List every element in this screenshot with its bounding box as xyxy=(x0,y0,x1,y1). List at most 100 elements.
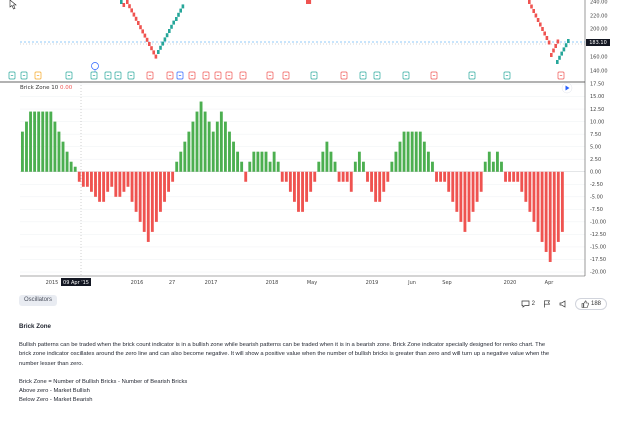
y-tick-label: 5.00 xyxy=(590,144,601,150)
oscillator-bar xyxy=(244,171,248,182)
comments-button[interactable]: 2 xyxy=(521,300,535,308)
event-marker[interactable] xyxy=(373,71,381,80)
oscillator-bar xyxy=(500,161,503,172)
description-line: brick zone indicator oscillates around t… xyxy=(19,351,550,358)
renko-brick xyxy=(172,20,175,25)
oscillator-bar xyxy=(211,131,215,172)
event-marker[interactable] xyxy=(503,71,511,80)
oscillator-bar xyxy=(524,171,528,202)
event-marker[interactable] xyxy=(340,71,348,80)
event-markers[interactable] xyxy=(8,62,565,80)
oscillator-bar xyxy=(447,171,451,192)
event-marker[interactable] xyxy=(20,71,28,80)
oscillator-bar xyxy=(81,171,85,187)
chart-area[interactable]: Brick Zone 10 0.00 240.00220.00200.00180… xyxy=(0,0,625,290)
event-marker[interactable] xyxy=(104,71,112,80)
y-tick-label: 7.50 xyxy=(590,132,601,138)
event-marker[interactable] xyxy=(225,71,233,80)
oscillator-bar xyxy=(45,111,49,172)
renko-brick xyxy=(308,0,312,4)
event-marker[interactable] xyxy=(202,71,210,80)
x-tick-label: 2019 xyxy=(366,280,379,286)
oscillator-pane: Brick Zone 10 0.00 xyxy=(20,82,585,276)
oscillator-bar xyxy=(471,171,475,212)
event-marker[interactable] xyxy=(430,71,438,80)
oscillator-bar xyxy=(110,171,114,187)
oscillator-bar xyxy=(491,161,495,172)
oscillator-bar xyxy=(280,171,284,182)
oscillator-bar xyxy=(223,121,227,172)
time-axis[interactable]: 2015 09 Apr '15 2016 27 2017 2018 May 2019 Jun Se… xyxy=(46,278,555,286)
event-marker[interactable] xyxy=(282,71,290,80)
oscillator-bar xyxy=(297,171,300,212)
event-marker[interactable] xyxy=(310,71,318,80)
x-tick-label: 27 xyxy=(169,280,175,286)
price-axis[interactable]: 240.00220.00200.00180.00160.00140.00183.… xyxy=(586,0,610,75)
price-pane xyxy=(8,0,585,80)
renko-brick xyxy=(552,48,555,53)
y-tick-label: -17.50 xyxy=(590,257,606,263)
oscillator-bar xyxy=(333,161,337,172)
share-button[interactable] xyxy=(559,300,567,308)
oscillator-bar xyxy=(487,151,491,172)
idea-actions: 2 188 xyxy=(521,298,607,310)
oscillator-bar xyxy=(402,131,406,172)
renko-brick xyxy=(126,0,129,4)
oscillator-bar xyxy=(337,171,341,182)
oscillator-bar xyxy=(102,171,106,202)
x-tick-label: 2016 xyxy=(131,280,144,286)
event-marker[interactable] xyxy=(266,71,274,80)
y-tick-label: 0.00 xyxy=(590,169,601,175)
indicator-title[interactable]: Brick Zone 10 xyxy=(20,85,59,91)
oscillator-bar xyxy=(536,171,540,232)
event-marker[interactable] xyxy=(214,71,222,80)
comments-count: 2 xyxy=(531,301,535,307)
renko-brick xyxy=(134,16,138,21)
event-marker[interactable] xyxy=(239,71,247,80)
event-marker[interactable] xyxy=(114,71,122,80)
comment-icon xyxy=(521,300,529,308)
oscillator-bar xyxy=(479,171,483,192)
thumbs-up-icon xyxy=(581,300,589,308)
event-marker[interactable] xyxy=(90,71,98,80)
oscillator-bar xyxy=(150,171,154,232)
oscillator-bar xyxy=(191,121,195,172)
oscillator-bar xyxy=(325,141,329,172)
oscillator-bar xyxy=(544,171,548,252)
event-marker[interactable] xyxy=(402,71,410,80)
oscillator-bar xyxy=(236,151,240,172)
event-marker[interactable] xyxy=(65,71,73,80)
flag-icon xyxy=(544,300,551,308)
flag-button[interactable] xyxy=(543,300,551,308)
oscillator-bar xyxy=(329,151,333,172)
event-marker[interactable] xyxy=(359,71,367,80)
event-marker[interactable] xyxy=(468,71,476,80)
y-tick-label: -12.50 xyxy=(590,232,606,238)
x-tick-label: 2017 xyxy=(205,280,218,286)
event-marker[interactable] xyxy=(146,71,154,80)
oscillator-bar xyxy=(272,151,276,172)
x-tick-label: 2018 xyxy=(266,280,279,286)
renko-brick xyxy=(139,25,142,30)
renko-brick xyxy=(175,17,178,21)
play-button[interactable] xyxy=(561,82,573,94)
category-tag-oscillators[interactable]: Oscillators xyxy=(19,295,58,306)
price-tick-label: 240.00 xyxy=(590,0,608,6)
event-marker[interactable] xyxy=(8,71,16,80)
like-button[interactable]: 188 xyxy=(574,298,607,310)
event-marker[interactable] xyxy=(188,71,196,80)
renko-brick xyxy=(130,8,133,13)
oscillator-bar xyxy=(418,131,422,172)
oscillator-axis[interactable]: 17.50 15.00 12.50 10.00 7.50 5.00 2.50 0.00 -2.5… xyxy=(590,82,606,276)
dividend-marker[interactable] xyxy=(91,62,99,73)
description-formula-block: Brick Zone = Number of Bullish Bricks - … xyxy=(19,378,609,406)
event-marker[interactable] xyxy=(127,71,135,80)
event-marker[interactable] xyxy=(166,71,174,80)
event-marker[interactable] xyxy=(34,71,42,80)
renko-brick xyxy=(157,50,160,54)
event-marker[interactable] xyxy=(557,71,565,80)
renko-brick xyxy=(159,45,162,50)
event-marker[interactable] xyxy=(176,71,184,80)
oscillator-bar xyxy=(106,171,110,192)
oscillator-bar xyxy=(175,161,179,172)
